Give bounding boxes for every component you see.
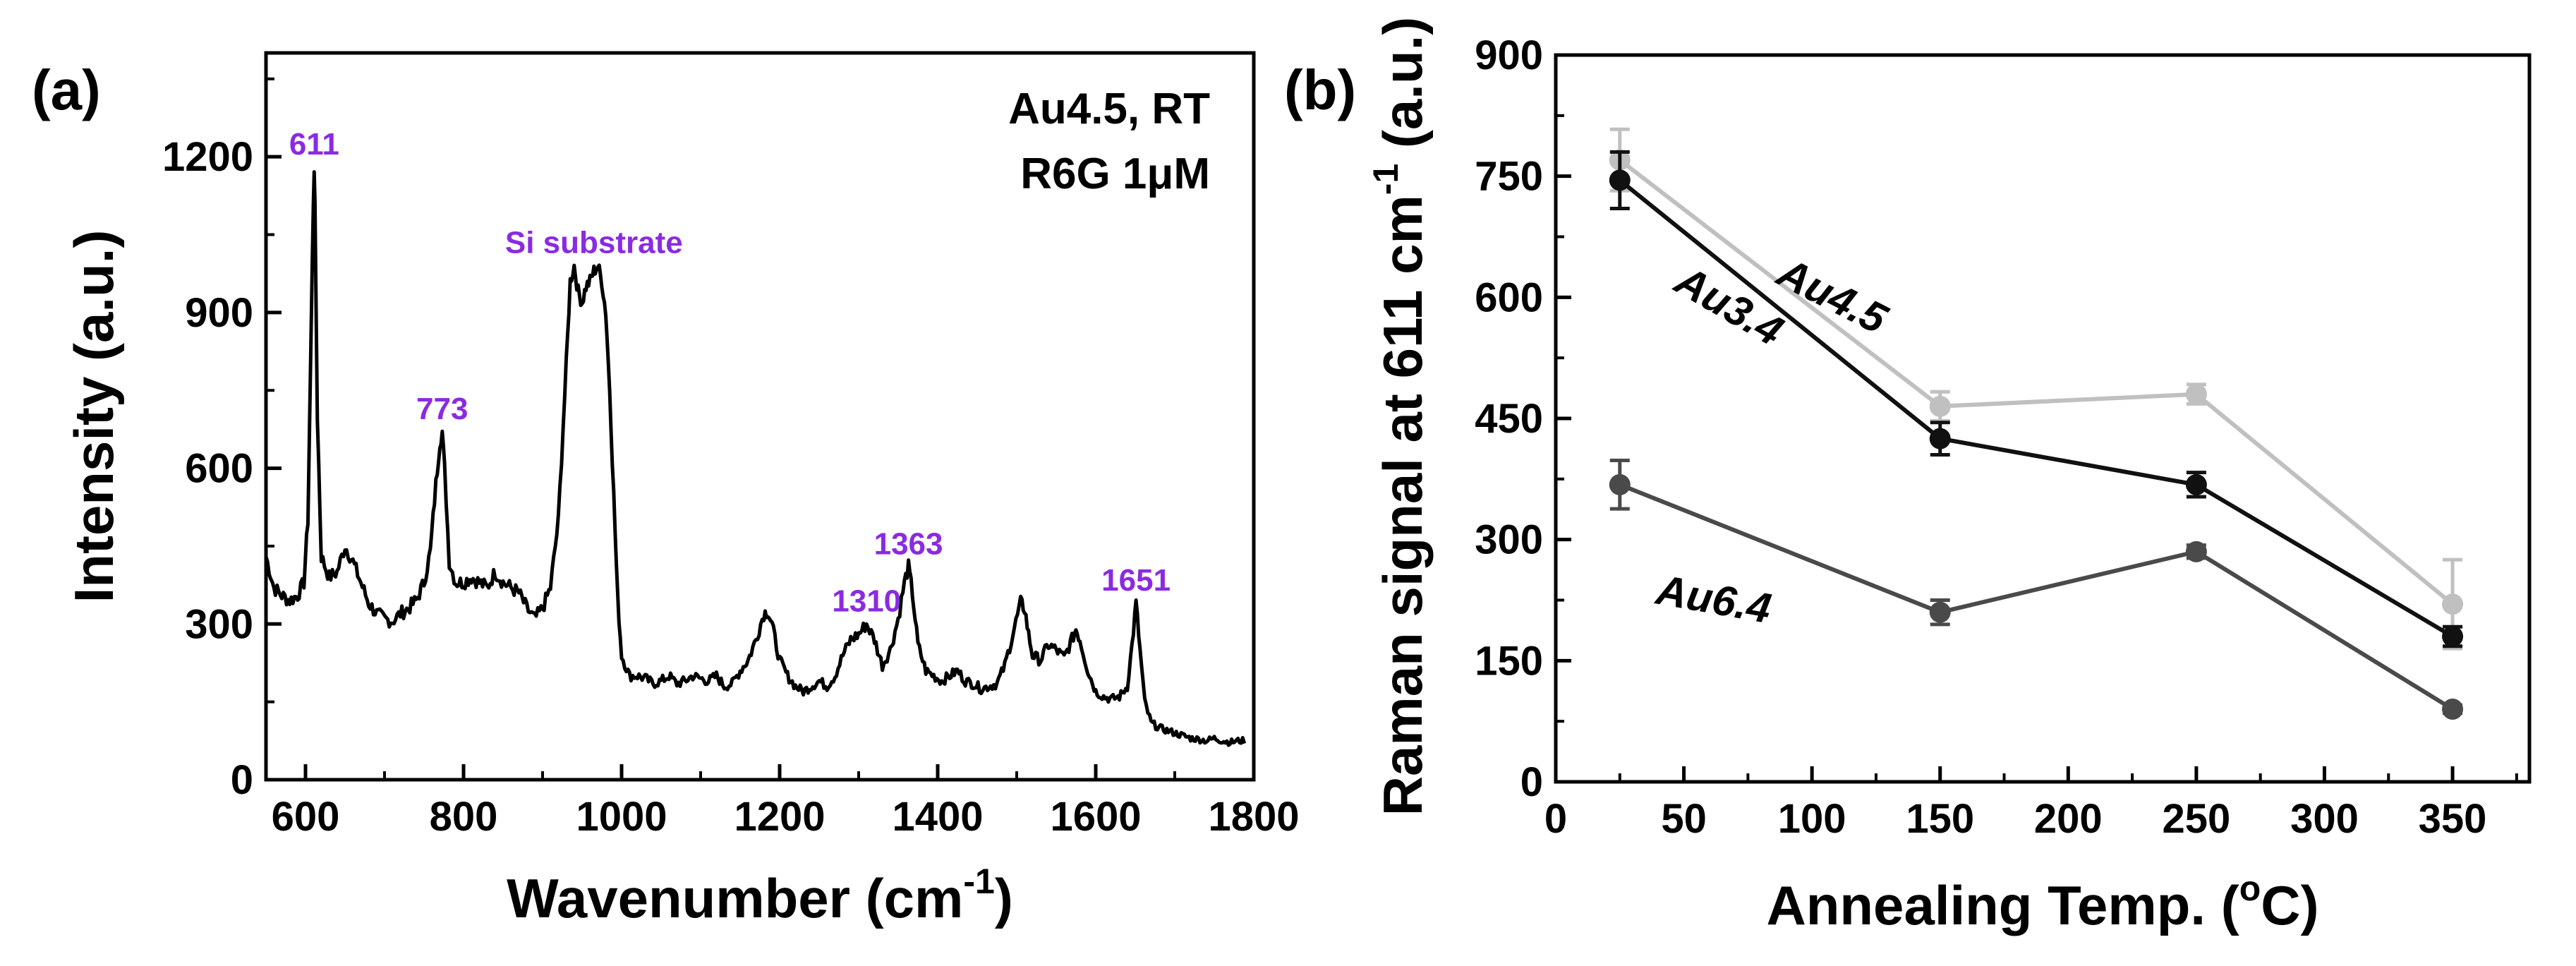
data-point — [2185, 473, 2207, 495]
panel-a-label: (a) — [32, 59, 101, 121]
panel-b-x-ticks: 0 50 100 150 200 250 300 350 — [1544, 766, 2518, 842]
series-label-au64: Au6.4 — [1652, 565, 1775, 632]
series-au34 — [1609, 150, 2464, 648]
panel-b-y-tick-label: 0 — [1520, 759, 1543, 805]
panel-a-y-tick-label: 0 — [231, 757, 253, 803]
panel-b-y-ticks: 0 150 300 450 600 750 900 — [1475, 32, 1571, 805]
panel-b-y-tick-label: 150 — [1475, 638, 1543, 684]
panel-b-x-tick-label: 150 — [1906, 796, 1974, 842]
panel-a-peak-label: 773 — [416, 392, 468, 426]
panel-b-label: (b) — [1284, 59, 1356, 121]
panel-a-y-tick-label: 600 — [185, 446, 253, 492]
panel-a-x-tick-label: 1600 — [1050, 794, 1141, 840]
data-point — [2185, 541, 2207, 562]
series-label-au45: Au4.5 — [1769, 248, 1895, 344]
panel-a-x-tick-label: 1800 — [1208, 794, 1299, 840]
panel-b-x-tick-label: 350 — [2419, 796, 2487, 842]
panel-a-spectrum-line — [264, 170, 1247, 747]
panel-a-x-ticks: 600 800 1000 1200 1400 1600 1800 — [272, 764, 1300, 840]
panel-a-y-ticks: 0 300 600 900 1200 — [162, 77, 282, 803]
panel-a-x-tick-label: 1200 — [734, 794, 825, 840]
series-au64 — [1609, 459, 2464, 720]
panel-b-y-tick-label: 600 — [1475, 274, 1543, 320]
panel-a-peak-label: 611 — [289, 127, 339, 162]
panel-a-y-tick-label: 300 — [185, 601, 253, 647]
panel-b-y-axis-label: Raman signal at 611 cm-1 (a.u.) — [1366, 17, 1434, 816]
panel-b-x-axis-label: Annealing Temp. (oC) — [1766, 869, 2318, 936]
panel-b-x-tick-label: 100 — [1778, 796, 1846, 842]
series-line — [1619, 483, 2454, 711]
series-line — [1618, 158, 2455, 606]
panel-a-peak-label: Si substrate — [505, 226, 683, 260]
data-point — [2442, 626, 2464, 647]
panel-a-peak-label: 1310 — [832, 584, 901, 618]
data-point — [2442, 593, 2464, 615]
data-point — [1609, 473, 1631, 495]
series-au45 — [1609, 127, 2464, 651]
data-point — [1929, 601, 1951, 623]
panel-a-y-tick-label: 900 — [185, 290, 253, 336]
panel-a-y-tick-label: 1200 — [162, 134, 253, 180]
panel-b-x-tick-label: 200 — [2034, 796, 2103, 842]
panel-b-y-tick-label: 750 — [1475, 154, 1543, 200]
data-point — [2442, 699, 2464, 720]
panel-b-x-tick-label: 0 — [1544, 796, 1567, 842]
panel-b-y-tick-label: 450 — [1475, 396, 1543, 442]
data-point — [1929, 395, 1951, 417]
panel-b-x-tick-label: 250 — [2163, 796, 2231, 842]
panel-b-x-tick-label: 50 — [1661, 796, 1707, 842]
data-point — [1929, 428, 1951, 449]
panel-b-x-tick-label: 300 — [2290, 796, 2359, 842]
panel-a-x-tick-label: 1000 — [576, 794, 667, 840]
panel-b-y-tick-label: 900 — [1475, 32, 1543, 78]
panel-a-peak-label: 1363 — [874, 526, 943, 561]
panel-a-x-tick-label: 800 — [430, 794, 498, 840]
data-point — [2185, 383, 2207, 405]
data-point — [1609, 169, 1631, 191]
panel-a-annotation-line-1: Au4.5, RT — [1008, 85, 1210, 133]
series-line — [1618, 179, 2454, 639]
panel-b: (b) 0 150 300 450 600 750 900 0 50 100 150 200 250 3… — [1284, 17, 2532, 936]
panel-a-annotation-line-2: R6G 1μM — [1020, 150, 1210, 198]
panel-a-x-tick-label: 1400 — [892, 794, 983, 840]
panel-a-x-tick-label: 600 — [272, 794, 340, 840]
panel-a-y-axis-label: Intensity (a.u.) — [63, 230, 125, 603]
panel-a-peak-labels: 611 773 Si substrate 1310 1363 1651 — [289, 127, 1171, 618]
panel-a: (a) 0 300 600 900 1200 600 800 1000 1200 1400 160… — [32, 51, 1300, 929]
panel-a-peak-label: 1651 — [1101, 563, 1171, 598]
panel-b-frame — [1554, 53, 2532, 784]
panel-a-frame — [264, 51, 1256, 782]
panel-b-series — [1609, 127, 2464, 720]
panel-b-y-tick-label: 300 — [1475, 517, 1543, 563]
panel-a-x-axis-label: Wavenumber (cm-1) — [507, 862, 1013, 929]
